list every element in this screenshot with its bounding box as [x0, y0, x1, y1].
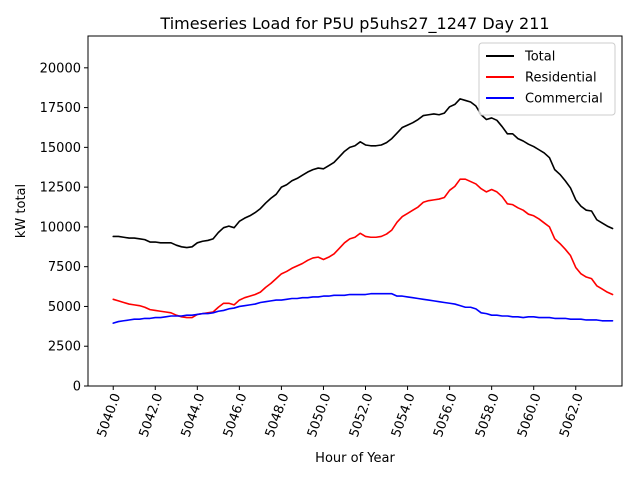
y-tick-label: 2500 [48, 340, 81, 355]
chart-title: Timeseries Load for P5U p5uhs27_1247 Day… [159, 14, 549, 34]
y-axis-label: kW total [14, 184, 29, 238]
y-tick-label: 10000 [40, 220, 81, 235]
y-tick-label: 20000 [40, 61, 81, 76]
axes-frame [87, 35, 623, 387]
legend-label-residential: Residential [525, 71, 597, 86]
y-tick-label: 5000 [48, 300, 81, 315]
y-tick-label: 17500 [40, 101, 81, 116]
legend: Total Residential Commercial [478, 42, 616, 116]
x-axis-label: Hour of Year [315, 451, 395, 466]
series-layer [112, 98, 614, 324]
y-tick-label: 15000 [40, 141, 81, 156]
y-tick-label: 0 [73, 380, 81, 395]
y-tick-label: 7500 [48, 260, 81, 275]
series-line-total [112, 98, 614, 249]
y-tick-label: 12500 [40, 181, 81, 196]
legend-label-commercial: Commercial [525, 92, 603, 107]
y-ticks: 0 2500 5000 7500 10000 12500 15000 17500 20000 [40, 61, 88, 395]
series-line-commercial [112, 292, 614, 324]
legend-label-total: Total [524, 50, 555, 65]
